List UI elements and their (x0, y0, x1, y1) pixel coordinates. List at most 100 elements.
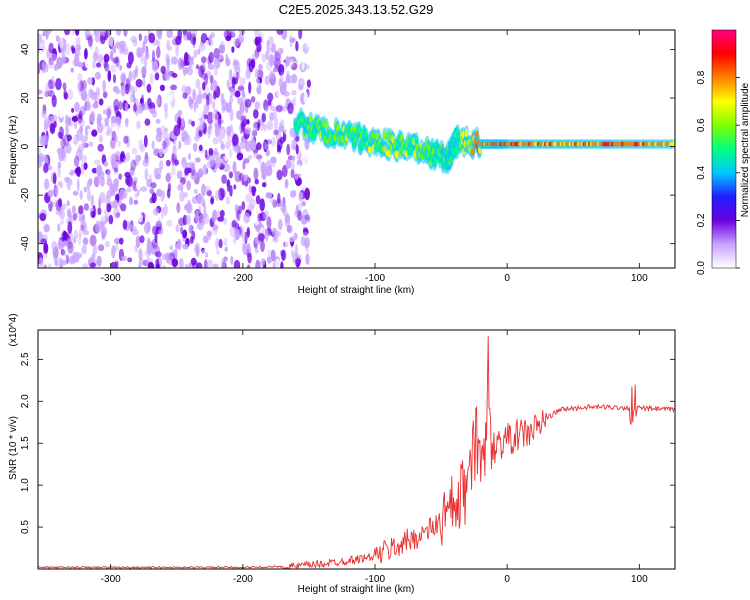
noise-cell (94, 34, 100, 43)
noise-cell (143, 101, 149, 111)
noise-cell (92, 102, 99, 109)
noise-cell (120, 203, 127, 212)
noise-cell (192, 88, 197, 101)
noise-cell (287, 102, 294, 115)
noise-cell (102, 79, 106, 93)
noise-cell (55, 210, 63, 216)
noise-cell (73, 155, 80, 167)
noise-cell (286, 70, 290, 84)
noise-cell (88, 89, 92, 95)
noise-cell (304, 187, 311, 201)
noise-cell (272, 110, 278, 119)
colorbar-ticks: 0.0 0.2 0.4 0.6 0.8 (696, 70, 740, 275)
noise-cell (220, 143, 226, 150)
noise-cell (207, 64, 215, 70)
noise-cell (214, 119, 219, 129)
noise-cell (57, 58, 64, 66)
noise-cell (125, 78, 131, 91)
noise-cell (208, 51, 214, 64)
noise-cell (77, 233, 82, 246)
noise-cell (265, 142, 270, 152)
noise-cell (222, 43, 229, 53)
noise-cell (131, 147, 138, 155)
noise-cell (201, 183, 206, 197)
noise-cell (253, 109, 259, 119)
noise-cell (162, 141, 169, 154)
noise-cell (67, 221, 73, 235)
noise-cell (155, 263, 160, 268)
noise-cell (166, 39, 171, 50)
noise-cell (264, 229, 269, 242)
noise-cell (149, 72, 154, 86)
noise-cell (212, 79, 217, 93)
noise-cell (209, 122, 213, 135)
noise-cell (244, 127, 252, 135)
noise-cell (170, 56, 178, 65)
noise-cell (225, 35, 232, 42)
noise-cell (161, 140, 167, 150)
noise-cell (87, 35, 93, 48)
noise-cell (119, 237, 124, 245)
x-tick-label: -100 (365, 574, 385, 585)
noise-cell (183, 192, 189, 198)
noise-cell (66, 200, 70, 207)
noise-cell (182, 92, 188, 99)
noise-cell (103, 161, 109, 168)
snr-line (38, 336, 675, 569)
noise-cell (81, 244, 87, 255)
noise-cell (265, 50, 270, 61)
noise-cell (156, 30, 160, 38)
noise-cell (239, 140, 247, 150)
noise-cell (164, 102, 168, 112)
noise-cell (182, 229, 188, 239)
noise-cell (133, 102, 137, 112)
noise-cell (251, 53, 259, 60)
noise-cell (203, 259, 208, 268)
noise-cell (187, 153, 192, 160)
noise-cell (112, 199, 119, 209)
noise-cell (237, 205, 243, 214)
noise-cell (268, 72, 275, 80)
noise-cell (97, 54, 104, 64)
noise-cell (246, 243, 251, 249)
noise-cell (239, 76, 246, 87)
track-cell (464, 129, 469, 138)
noise-cell (151, 140, 155, 150)
noise-cell (270, 156, 277, 164)
noise-cell (202, 164, 208, 175)
noise-cell (115, 63, 121, 74)
noise-cell (266, 216, 272, 230)
noise-cell (181, 158, 186, 166)
noise-cell (283, 105, 287, 113)
noise-cell (272, 66, 280, 73)
noise-cell (200, 218, 205, 226)
noise-cell (203, 201, 207, 213)
noise-cell (42, 35, 47, 41)
noise-cell (160, 206, 164, 220)
noise-cell (77, 73, 83, 82)
noise-cell (210, 195, 215, 203)
noise-cell (278, 64, 285, 76)
noise-cell (150, 182, 157, 189)
noise-cell (273, 116, 279, 130)
noise-cell (58, 109, 65, 119)
noise-cell (133, 236, 138, 245)
noise-cell (91, 129, 98, 137)
noise-cell (124, 118, 129, 128)
y-tick-label: 40 (20, 43, 31, 55)
noise-cell (88, 88, 95, 99)
noise-cell (214, 151, 220, 158)
noise-cell (233, 37, 239, 47)
noise-cell (281, 165, 288, 178)
noise-cell (143, 55, 148, 68)
noise-cell (62, 82, 67, 90)
noise-cell (285, 238, 290, 251)
noise-cell (271, 56, 277, 65)
noise-cell (164, 127, 168, 133)
noise-cell (283, 124, 290, 135)
noise-cell (236, 181, 243, 191)
noise-cell (66, 208, 72, 218)
noise-cell (194, 209, 200, 223)
noise-cell (77, 61, 84, 68)
